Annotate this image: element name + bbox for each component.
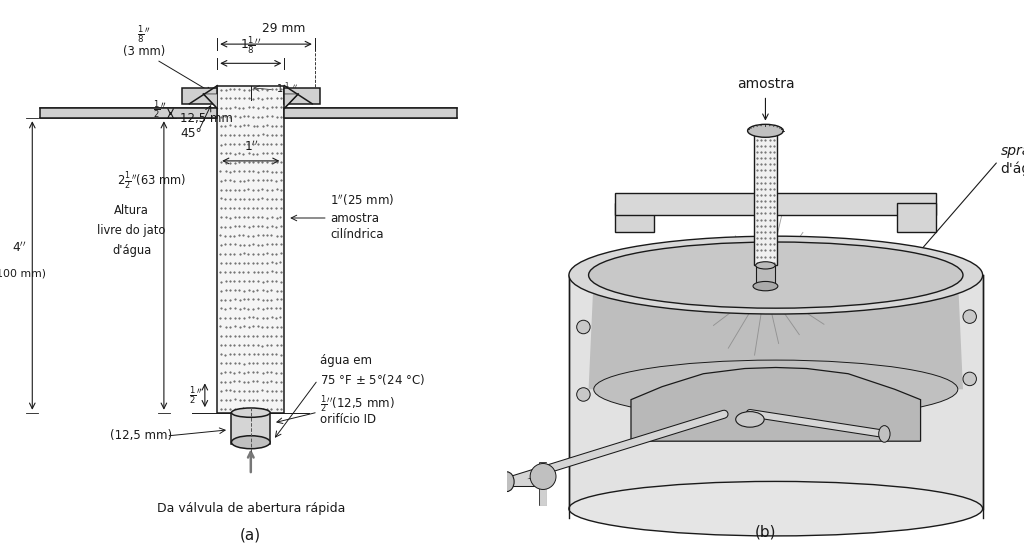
- Bar: [231, 413, 270, 444]
- Ellipse shape: [879, 426, 890, 442]
- Text: $\frac{1}{2}^{\prime\prime}$: $\frac{1}{2}^{\prime\prime}$: [189, 384, 203, 406]
- Ellipse shape: [569, 481, 983, 536]
- Text: $1\frac{1}{32}^{\prime\prime}$: $1\frac{1}{32}^{\prime\prime}$: [275, 81, 298, 99]
- Text: d'água: d'água: [1000, 161, 1024, 176]
- Ellipse shape: [231, 436, 270, 449]
- Bar: [181, 88, 217, 104]
- Text: $4^{\prime\prime}$: $4^{\prime\prime}$: [11, 240, 27, 255]
- Text: $1^{\prime\prime}$(25 mm): $1^{\prime\prime}$(25 mm): [331, 192, 394, 208]
- Polygon shape: [204, 94, 217, 108]
- Ellipse shape: [753, 281, 778, 291]
- Circle shape: [530, 463, 556, 489]
- Ellipse shape: [756, 262, 775, 269]
- Ellipse shape: [569, 236, 983, 314]
- Polygon shape: [589, 275, 963, 389]
- Polygon shape: [285, 94, 298, 108]
- Ellipse shape: [748, 124, 783, 137]
- Polygon shape: [631, 367, 921, 441]
- Bar: [897, 203, 936, 232]
- Text: (3 mm): (3 mm): [123, 45, 165, 58]
- Bar: [285, 108, 457, 118]
- Text: livre do jato: livre do jato: [97, 225, 166, 238]
- Text: orifício ID: orifício ID: [321, 413, 377, 426]
- Bar: [615, 203, 654, 232]
- Text: Da válvula de abertura rápida: Da válvula de abertura rápida: [157, 502, 345, 515]
- Ellipse shape: [735, 411, 764, 427]
- Ellipse shape: [231, 408, 270, 417]
- Text: $1^{\prime\prime}$: $1^{\prime\prime}$: [244, 140, 258, 154]
- Text: $1\frac{1}{8}^{\prime\prime}$: $1\frac{1}{8}^{\prime\prime}$: [240, 34, 261, 56]
- Text: $2\frac{1}{2}^{\prime\prime}$(63 mm): $2\frac{1}{2}^{\prime\prime}$(63 mm): [117, 171, 186, 192]
- Text: amostra: amostra: [331, 211, 379, 225]
- Text: água em: água em: [321, 354, 373, 367]
- Text: (b): (b): [755, 524, 776, 540]
- Text: 12,5 mm: 12,5 mm: [179, 112, 232, 125]
- Ellipse shape: [589, 242, 963, 308]
- Text: $\frac{1}{2}^{\prime\prime}$(12,5 mm): $\frac{1}{2}^{\prime\prime}$(12,5 mm): [321, 393, 395, 415]
- Ellipse shape: [447, 472, 463, 492]
- Text: spray: spray: [1000, 143, 1024, 158]
- Bar: [615, 193, 936, 215]
- Text: (a): (a): [241, 527, 261, 542]
- Text: cilíndrica: cilíndrica: [331, 228, 384, 241]
- Bar: [217, 86, 285, 413]
- Ellipse shape: [500, 472, 514, 492]
- Text: 29 mm: 29 mm: [262, 22, 305, 35]
- Text: (100 mm): (100 mm): [0, 268, 46, 278]
- Circle shape: [963, 372, 977, 386]
- Text: 75 °F $\pm$ 5°(24 °C): 75 °F $\pm$ 5°(24 °C): [321, 372, 425, 387]
- Bar: [756, 265, 775, 286]
- Text: 45°: 45°: [180, 128, 202, 141]
- Text: $\frac{1}{2}^{\prime\prime}$: $\frac{1}{2}^{\prime\prime}$: [153, 98, 167, 120]
- Bar: [285, 88, 321, 104]
- Circle shape: [577, 320, 590, 334]
- Polygon shape: [569, 275, 983, 508]
- Text: d'água: d'água: [112, 244, 152, 257]
- Text: $\frac{1}{8}^{\prime\prime}$: $\frac{1}{8}^{\prime\prime}$: [137, 23, 151, 45]
- Bar: [754, 131, 777, 265]
- Ellipse shape: [594, 360, 957, 419]
- Bar: [40, 108, 217, 118]
- Circle shape: [963, 310, 977, 323]
- Circle shape: [577, 387, 590, 401]
- Text: (12,5 mm): (12,5 mm): [111, 429, 173, 443]
- Text: Altura: Altura: [114, 204, 150, 217]
- Text: amostra: amostra: [736, 77, 795, 91]
